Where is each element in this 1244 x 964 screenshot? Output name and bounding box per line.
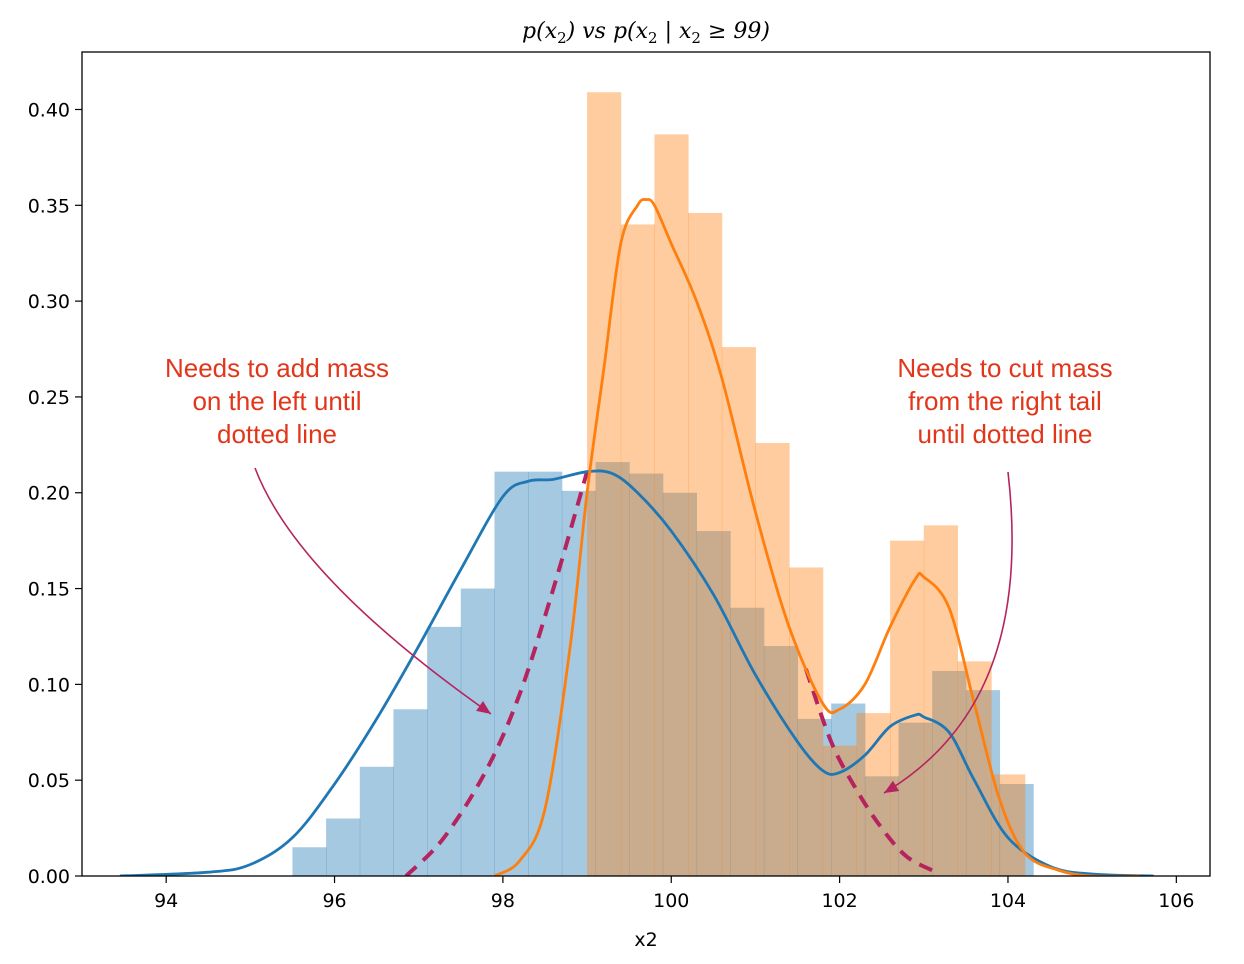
histogram-bar	[755, 442, 790, 876]
annotation-text-line: on the left until	[192, 386, 361, 416]
y-tick-label: 0.15	[28, 579, 70, 601]
histogram-bar	[831, 703, 866, 876]
histogram-bar	[326, 818, 361, 876]
x-tick-label: 96	[322, 890, 346, 912]
annotation-arrow-line	[254, 467, 492, 715]
plot-frame	[81, 51, 1211, 877]
histogram-bar	[587, 92, 622, 876]
histogram-bar	[957, 661, 992, 876]
x-tick-label: 98	[491, 890, 515, 912]
x-tick-label: 106	[1158, 890, 1194, 912]
histogram-bar	[292, 847, 327, 876]
histogram-bar	[688, 212, 723, 876]
histogram-bar	[721, 347, 756, 876]
title-subscript: 2	[557, 29, 567, 47]
histogram-bar	[393, 709, 428, 876]
histogram-bar	[620, 224, 655, 876]
histogram-bar	[932, 670, 967, 876]
annotation-text-line: Needs to cut mass	[897, 353, 1112, 383]
histogram-bar	[864, 776, 900, 876]
kde-line-1	[493, 198, 1140, 876]
histogram-bar	[999, 784, 1034, 876]
y-tick-label: 0.05	[28, 770, 70, 792]
histogram-series-1	[587, 92, 1026, 876]
histogram-bar	[494, 471, 529, 876]
x-tick-label: 104	[990, 890, 1026, 912]
histogram-bar	[789, 567, 824, 876]
title-segment: ) vs p(x	[566, 19, 649, 44]
x-axis-label: x2	[634, 929, 657, 951]
x-tick-label: 94	[154, 890, 178, 912]
histogram-bar	[923, 525, 958, 876]
annotation-arrowhead	[884, 780, 900, 793]
plot-contents	[119, 92, 1154, 876]
y-tick-label: 0.30	[28, 291, 70, 313]
x-tick-label: 102	[821, 890, 857, 912]
histogram-bar	[359, 766, 394, 876]
histogram-bar	[561, 490, 596, 876]
annotation-text-line: until dotted line	[918, 419, 1093, 449]
histogram-bar	[890, 540, 925, 876]
plot-area	[119, 92, 1154, 876]
axes: 94 96 98 100 102 104 106 0.00 0.05 0.10 0.15 0.20 0.…	[28, 99, 1195, 912]
y-tick-label: 0.25	[28, 387, 70, 409]
target-density-dashed-line-0	[404, 471, 589, 876]
annotation-arrow-line	[883, 471, 1013, 794]
y-tick-label: 0.40	[28, 99, 70, 121]
histogram-bar	[696, 531, 731, 876]
annotation-text-line: from the right tail	[908, 386, 1102, 416]
histogram-bar	[898, 722, 933, 876]
title-subscript: 2	[691, 29, 701, 47]
histogram-bar	[856, 713, 891, 876]
histogram-bar	[528, 471, 563, 876]
annotation-arrowhead	[476, 701, 491, 714]
histogram-bar	[654, 134, 689, 876]
y-tick-label: 0.20	[28, 483, 70, 505]
kde-line-0	[119, 469, 1154, 876]
title-segment: | x	[658, 19, 692, 44]
chart-title: p(x2) vs p(x2 | x2 ≥ 99)	[522, 19, 770, 47]
target-density-dashed-line-1	[804, 668, 938, 874]
histogram-bar	[629, 473, 664, 876]
histogram-bar	[763, 646, 799, 876]
x-tick-label: 100	[653, 890, 689, 912]
title-subscript: 2	[648, 29, 658, 47]
histogram-bar	[730, 607, 765, 876]
histogram-bar	[662, 492, 698, 876]
title-segment: ≥ 99)	[701, 19, 770, 44]
title-segment: p(x	[522, 19, 558, 44]
y-tick-label: 0.00	[28, 866, 70, 888]
annotation-text-line: dotted line	[217, 419, 337, 449]
histogram-bar	[460, 588, 495, 876]
annotation-text-line: Needs to add mass	[165, 353, 389, 383]
histogram-bar	[797, 718, 832, 876]
y-tick-label: 0.10	[28, 674, 70, 696]
y-tick-label: 0.35	[28, 195, 70, 217]
histogram-bar	[595, 462, 630, 876]
